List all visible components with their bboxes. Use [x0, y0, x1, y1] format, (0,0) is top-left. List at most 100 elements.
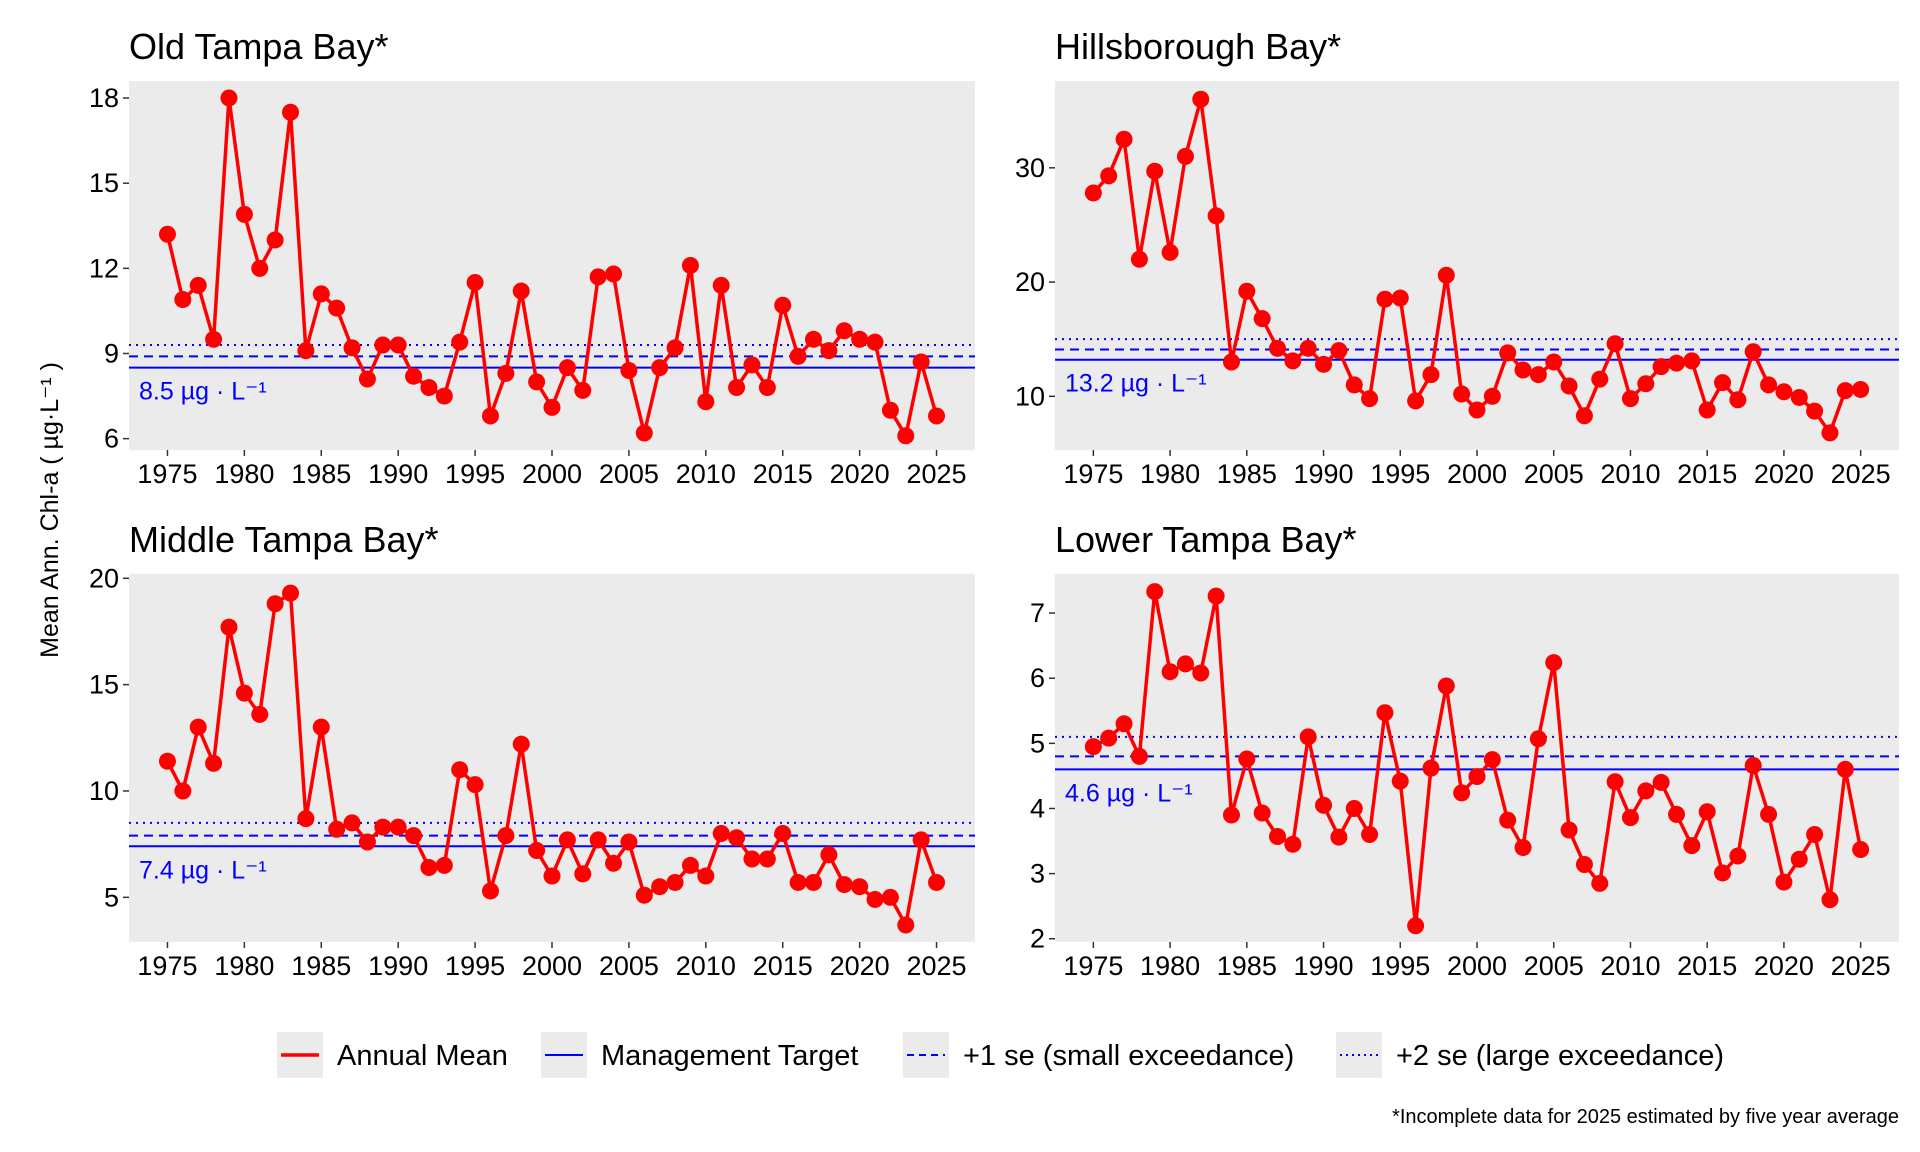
annual-mean-point	[1683, 837, 1701, 855]
annual-mean-point	[1176, 655, 1194, 673]
annual-mean-point	[912, 353, 930, 371]
annual-mean-point	[420, 859, 438, 877]
annual-mean-point	[1284, 835, 1302, 853]
annual-mean-point	[1683, 352, 1701, 370]
x-tick-label: 1985	[1217, 459, 1277, 489]
x-tick-label: 2015	[753, 459, 813, 489]
annual-mean-point	[481, 407, 499, 425]
annual-mean-point	[1483, 751, 1501, 769]
annual-mean-point	[1621, 390, 1639, 408]
annual-mean-point	[405, 367, 423, 385]
annual-mean-point	[1667, 354, 1685, 372]
annual-mean-point	[1790, 850, 1808, 868]
x-tick-label: 2010	[1600, 951, 1660, 981]
legend-item: Management Target	[541, 1032, 858, 1078]
annual-mean-point	[1836, 382, 1854, 400]
annual-mean-point	[205, 330, 223, 348]
panel-title: Middle Tampa Bay*	[129, 519, 439, 560]
annual-mean-point	[451, 761, 469, 779]
x-tick-label: 1990	[368, 951, 428, 981]
x-tick-label: 2005	[1524, 951, 1584, 981]
annual-mean-point	[1100, 729, 1118, 747]
annual-mean-point	[266, 231, 284, 249]
x-tick-label: 2000	[1447, 459, 1507, 489]
annual-mean-point	[835, 322, 853, 340]
annual-mean-point	[343, 339, 361, 357]
annual-mean-point	[1222, 806, 1240, 824]
annual-mean-point	[1453, 784, 1471, 802]
annual-mean-point	[1744, 343, 1762, 361]
annual-mean-point	[1299, 339, 1317, 357]
x-tick-label: 1980	[214, 459, 274, 489]
annual-mean-point	[697, 867, 715, 885]
annual-mean-point	[282, 584, 300, 602]
x-tick-label: 1975	[1063, 951, 1123, 981]
annual-mean-point	[1529, 366, 1547, 384]
annual-mean-point	[1575, 855, 1593, 873]
x-tick-label: 2010	[676, 459, 736, 489]
annual-mean-point	[574, 865, 592, 883]
x-tick-label: 1995	[445, 459, 505, 489]
annual-mean-point	[435, 856, 453, 874]
annual-mean-point	[1422, 759, 1440, 777]
annual-mean-point	[1514, 839, 1532, 857]
panel-3: Middle Tampa Bay* 5 10 15 20 1975 1980 1985 1990…	[89, 519, 975, 981]
annual-mean-point	[1330, 342, 1348, 360]
annual-mean-point	[881, 888, 899, 906]
annual-mean-point	[666, 339, 684, 357]
annual-mean-point	[1361, 390, 1379, 408]
annual-mean-point	[451, 333, 469, 351]
x-tick-label: 2000	[522, 459, 582, 489]
x-tick-label: 1990	[1294, 951, 1354, 981]
annual-mean-point	[1575, 407, 1593, 425]
annual-mean-point	[389, 336, 407, 354]
legend-item: +2 se (large exceedance)	[1336, 1032, 1724, 1078]
annual-mean-point	[1361, 826, 1379, 844]
annual-mean-point	[589, 831, 607, 849]
annual-mean-point	[220, 89, 238, 107]
annual-mean-point	[866, 333, 884, 351]
annual-mean-point	[328, 820, 346, 838]
legend-item: Annual Mean	[277, 1032, 508, 1078]
annual-mean-point	[497, 827, 515, 845]
x-tick-label: 1990	[368, 459, 428, 489]
x-tick-label: 2015	[1677, 951, 1737, 981]
annual-mean-point	[1315, 796, 1333, 814]
target-label: 7.4 µg · L⁻¹	[139, 856, 267, 884]
legend-item: +1 se (small exceedance)	[903, 1032, 1294, 1078]
annual-mean-point	[266, 595, 284, 613]
annual-mean-point	[1130, 250, 1148, 268]
annual-mean-point	[835, 876, 853, 894]
x-tick-label: 1975	[137, 459, 197, 489]
annual-mean-point	[1345, 376, 1363, 394]
annual-mean-point	[1407, 917, 1425, 935]
x-tick-label: 1980	[1140, 951, 1200, 981]
x-tick-label: 1995	[1370, 459, 1430, 489]
y-tick-label: 5	[104, 882, 119, 912]
annual-mean-point	[1422, 366, 1440, 384]
x-tick-label: 2005	[599, 459, 659, 489]
annual-mean-point	[774, 825, 792, 843]
annual-mean-point	[1084, 184, 1102, 202]
annual-mean-point	[1529, 730, 1547, 748]
annual-mean-point	[820, 846, 838, 864]
annual-mean-point	[820, 342, 838, 360]
annual-mean-point	[158, 752, 176, 770]
annual-mean-point	[297, 810, 315, 828]
y-tick-label: 20	[89, 563, 119, 593]
panel-2: Hillsborough Bay* 10 20 30 1975 1980 1985 1990 1…	[1015, 26, 1899, 489]
annual-mean-point	[620, 833, 638, 851]
annual-mean-point	[235, 205, 253, 223]
annual-mean-point	[328, 299, 346, 317]
annual-mean-point	[1130, 747, 1148, 765]
x-tick-label: 1985	[1217, 951, 1277, 981]
annual-mean-point	[174, 782, 192, 800]
annual-mean-point	[1760, 376, 1778, 394]
panel-background	[129, 81, 975, 450]
annual-mean-point	[897, 916, 915, 934]
annual-mean-point	[1161, 243, 1179, 261]
x-tick-label: 1980	[214, 951, 274, 981]
annual-mean-point	[897, 427, 915, 445]
annual-mean-point	[635, 886, 653, 904]
